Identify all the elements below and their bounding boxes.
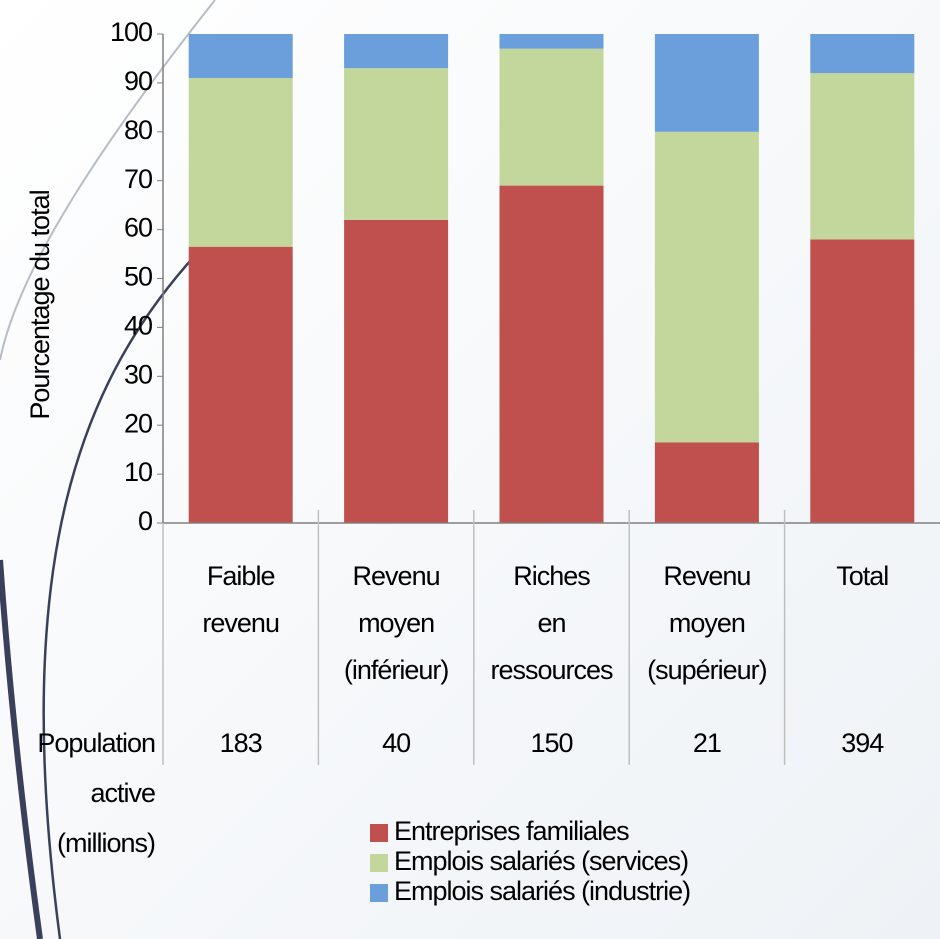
bar-segment [810, 34, 915, 74]
bar-segment [188, 78, 293, 247]
legend-swatch [370, 884, 388, 902]
y-tick-label: 30 [124, 359, 152, 389]
y-tick-label: 40 [124, 311, 152, 341]
bar-segment [499, 185, 604, 523]
bar-segment [344, 219, 449, 523]
legend-swatch [370, 854, 388, 872]
x-tick-label: Faible revenu [202, 561, 279, 638]
population-label: Population active (millions) [37, 728, 155, 858]
x-tick-label: Revenu moyen (supérieur) [647, 561, 767, 685]
decor-curve [42, 249, 201, 939]
bar-segment [810, 239, 915, 523]
legend-swatch [370, 824, 388, 842]
population-value: 21 [693, 728, 721, 758]
y-tick-label: 70 [124, 164, 152, 194]
y-tick-label: 10 [124, 457, 152, 487]
x-tick-label: Revenu moyen (inférieur) [344, 561, 449, 685]
decor-curve [0, 559, 43, 939]
legend-label: Emplois salariés (services) [394, 846, 688, 876]
population-value: 394 [841, 728, 884, 758]
y-tick-label: 50 [124, 262, 152, 292]
y-tick-label: 80 [124, 115, 152, 145]
bar-segment [344, 68, 449, 220]
bar-segment [188, 34, 293, 79]
bar-segment [810, 73, 915, 240]
x-tick-label: Riches en ressources [490, 561, 613, 685]
y-tick-label: 60 [124, 213, 152, 243]
y-tick-label: 100 [110, 17, 152, 47]
y-tick-label: 0 [138, 506, 152, 536]
bar-segment [654, 34, 759, 132]
bar-segment [654, 131, 759, 443]
y-axis-title: Pourcentage du total [25, 190, 55, 419]
bar-segment [499, 48, 604, 186]
y-tick-label: 90 [124, 66, 152, 96]
bar-segment [344, 34, 449, 69]
bar-segment [499, 34, 604, 49]
bar-segment [654, 442, 759, 523]
bar-segment [188, 246, 293, 523]
legend-label: Emplois salariés (industrie) [394, 876, 690, 906]
x-tick-label: Total [836, 561, 888, 591]
population-value: 183 [220, 728, 262, 758]
population-value: 150 [530, 728, 572, 758]
legend-label: Entreprises familiales [394, 816, 629, 846]
population-value: 40 [382, 728, 410, 758]
y-tick-label: 20 [124, 408, 152, 438]
decor-curve [0, 0, 216, 361]
